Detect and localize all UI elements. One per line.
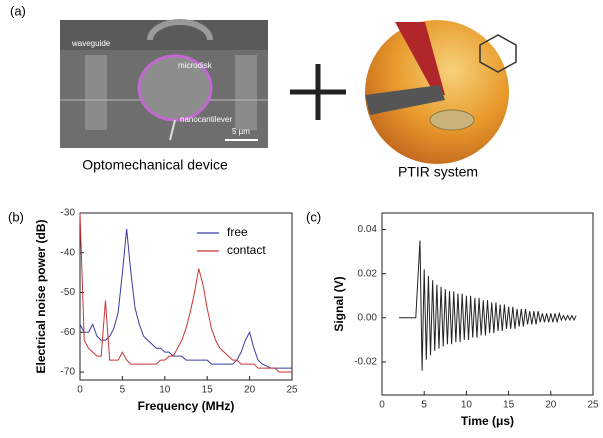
ptir-illustration bbox=[365, 20, 516, 164]
y-tick-label: 0.00 bbox=[358, 312, 378, 323]
plus-sign bbox=[290, 64, 346, 120]
series-line bbox=[399, 241, 576, 371]
series-line bbox=[80, 213, 292, 372]
y-tick-label: -50 bbox=[61, 287, 76, 298]
y-tick-label: 0.02 bbox=[358, 268, 378, 279]
scale-bar-label: 5 µm bbox=[232, 127, 250, 136]
y-tick-label: 0.04 bbox=[358, 224, 378, 235]
y-tick-label: -30 bbox=[61, 208, 76, 219]
y-tick-label: -60 bbox=[61, 327, 76, 338]
x-tick-label: 15 bbox=[503, 400, 515, 411]
x-tick-label: 10 bbox=[461, 400, 473, 411]
x-tick-label: 5 bbox=[120, 385, 126, 396]
x-tick-label: 5 bbox=[421, 400, 427, 411]
x-tick-label: 10 bbox=[159, 385, 171, 396]
sem-label: waveguide bbox=[71, 39, 111, 48]
x-tick-label: 20 bbox=[545, 400, 557, 411]
sem-label: nanocantilever bbox=[180, 115, 232, 124]
panel-label: (a) bbox=[10, 3, 26, 18]
x-tick-label: 20 bbox=[244, 385, 256, 396]
y-tick-label: -40 bbox=[61, 247, 76, 258]
x-tick-label: 15 bbox=[202, 385, 214, 396]
x-axis-title: Time (μs) bbox=[461, 414, 514, 428]
legend-label: contact bbox=[227, 243, 266, 257]
legend-label: free bbox=[227, 225, 248, 239]
figure: (a) waveguide microdisk nanocantilever 5… bbox=[0, 0, 603, 433]
x-tick-label: 0 bbox=[77, 385, 83, 396]
x-axis-title: Frequency (MHz) bbox=[138, 399, 235, 413]
y-axis-title: Electrical noise power (dB) bbox=[34, 219, 48, 373]
sem-label: microdisk bbox=[178, 61, 213, 70]
y-tick-label: -0.02 bbox=[354, 357, 377, 368]
x-tick-label: 25 bbox=[587, 400, 599, 411]
y-axis-title: Signal (V) bbox=[332, 276, 346, 331]
panel-label: (c) bbox=[306, 209, 321, 224]
caption: Optomechanical device bbox=[82, 157, 228, 173]
x-tick-label: 0 bbox=[379, 400, 385, 411]
panel-label: (b) bbox=[8, 209, 24, 224]
plot-frame bbox=[80, 213, 292, 380]
caption: PTIR system bbox=[398, 164, 478, 180]
x-tick-label: 25 bbox=[286, 385, 298, 396]
y-tick-label: -70 bbox=[61, 367, 76, 378]
